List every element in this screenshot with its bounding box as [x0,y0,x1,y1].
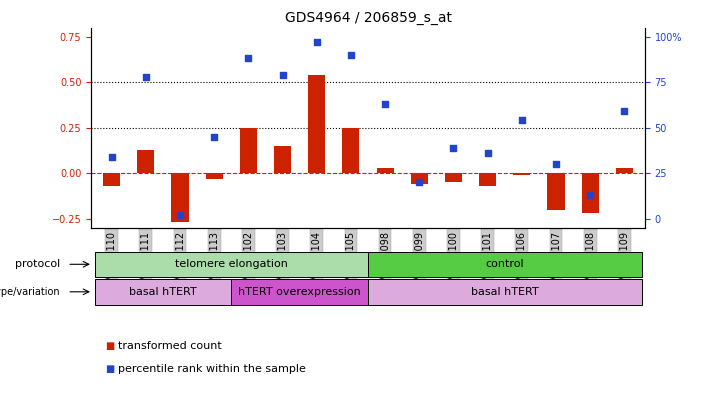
Bar [616,168,633,173]
Point [619,108,630,114]
Bar [411,173,428,184]
Point [448,145,459,151]
Bar [547,173,564,210]
Text: control: control [486,259,524,269]
Point [346,52,357,58]
Text: protocol: protocol [15,259,60,269]
Bar [445,173,462,182]
Bar [240,128,257,173]
Point [209,134,220,140]
Text: basal hTERT: basal hTERT [129,287,197,297]
Point [414,179,425,185]
Text: ■: ■ [105,341,114,351]
Point [175,212,186,219]
Bar [368,279,641,305]
Bar [231,279,368,305]
Point [311,39,322,45]
Bar [103,173,120,186]
Title: GDS4964 / 206859_s_at: GDS4964 / 206859_s_at [285,11,451,25]
Text: transformed count: transformed count [118,341,222,351]
Text: telomere elongation: telomere elongation [175,259,287,269]
Bar [342,128,360,173]
Bar [95,252,368,277]
Point [379,101,390,107]
Text: genotype/variation: genotype/variation [0,287,60,297]
Bar [137,150,154,173]
Point [550,161,562,167]
Bar [205,173,223,179]
Bar [582,173,599,213]
Text: percentile rank within the sample: percentile rank within the sample [118,364,306,375]
Point [140,73,151,80]
Point [516,117,527,123]
Point [585,192,596,198]
Bar [376,168,394,173]
Bar [368,252,641,277]
Point [277,72,288,78]
Bar [479,173,496,186]
Text: basal hTERT: basal hTERT [471,287,538,297]
Bar [274,146,291,173]
Point [106,154,117,160]
Point [243,55,254,62]
Point [482,150,494,156]
Bar [513,173,531,175]
Bar [172,173,189,222]
Bar [95,279,231,305]
Text: ■: ■ [105,364,114,375]
Bar [308,75,325,173]
Text: hTERT overexpression: hTERT overexpression [238,287,361,297]
